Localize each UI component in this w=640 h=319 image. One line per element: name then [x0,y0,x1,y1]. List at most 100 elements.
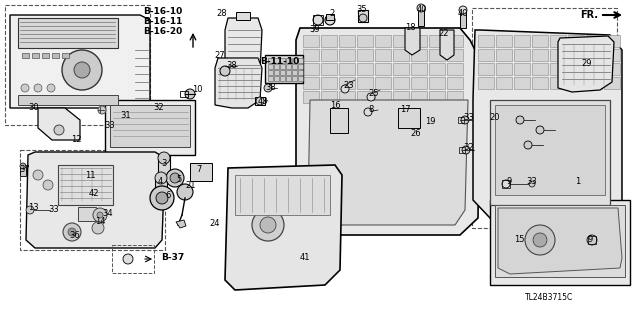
Bar [286,76,291,81]
Circle shape [63,223,81,241]
Bar [472,8,617,228]
Bar [321,63,337,75]
Text: 32: 32 [464,143,474,152]
Bar [321,77,337,89]
Text: 36: 36 [70,232,81,241]
Text: 32: 32 [154,103,164,113]
Bar [112,245,154,273]
Bar [298,76,303,81]
Text: 35: 35 [356,4,367,13]
Circle shape [525,225,555,255]
Bar [490,100,610,205]
Circle shape [587,235,597,245]
Text: 5: 5 [177,175,182,184]
Text: 6: 6 [165,190,171,199]
Text: 15: 15 [514,234,524,243]
Text: 14: 14 [95,218,105,226]
Circle shape [252,209,284,241]
Bar [357,91,373,103]
Bar [460,10,466,28]
Bar [478,77,494,89]
Bar [274,70,279,75]
Bar [20,166,26,176]
Bar [286,70,291,75]
Circle shape [158,152,170,164]
Circle shape [155,172,167,184]
Polygon shape [473,30,622,218]
Text: 1: 1 [575,176,580,186]
Circle shape [516,116,524,124]
Bar [393,35,409,47]
Bar [586,63,602,75]
Bar [280,76,285,81]
Circle shape [123,254,133,264]
Bar [298,58,303,63]
Bar [18,18,118,48]
Bar [459,147,465,153]
Bar [321,35,337,47]
Bar [375,49,391,61]
Bar [429,35,445,47]
Text: 43: 43 [258,97,268,106]
Bar [478,35,494,47]
Polygon shape [558,36,614,92]
Bar [550,63,566,75]
Text: 21: 21 [186,182,196,190]
Text: 30: 30 [29,103,39,113]
Circle shape [74,62,90,78]
Bar [265,55,303,83]
Bar [18,95,118,105]
Bar [586,35,602,47]
Text: 42: 42 [89,189,99,198]
Circle shape [264,84,272,92]
Text: 13: 13 [28,203,38,211]
Bar [303,35,319,47]
Text: 33: 33 [527,176,538,186]
Bar [190,163,212,181]
Bar [393,77,409,89]
Polygon shape [26,152,165,248]
Bar [375,35,391,47]
Bar [447,91,463,103]
Bar [321,49,337,61]
Bar [286,64,291,69]
Bar [339,91,355,103]
Bar [357,63,373,75]
Text: B-16-20: B-16-20 [143,27,182,36]
Bar [495,205,625,277]
Bar [568,49,584,61]
Bar [268,70,273,75]
Circle shape [341,85,349,93]
Bar [532,35,548,47]
Circle shape [459,6,467,14]
Text: 34: 34 [102,209,113,218]
Bar [550,49,566,61]
Bar [447,49,463,61]
Circle shape [220,66,230,76]
Circle shape [417,4,425,12]
Bar [604,35,620,47]
Bar [20,150,165,250]
Bar [496,49,512,61]
Bar [447,35,463,47]
Text: B-11-10: B-11-10 [260,56,300,65]
Circle shape [185,89,195,99]
Bar [429,77,445,89]
Bar [303,77,319,89]
Bar [458,117,464,123]
Bar [447,77,463,89]
Bar [411,35,427,47]
Bar [339,77,355,89]
Polygon shape [296,28,480,235]
Bar [286,58,291,63]
Bar [604,63,620,75]
Circle shape [359,14,367,22]
Text: TL24B3715C: TL24B3715C [525,293,573,301]
Bar [280,64,285,69]
Text: B-16-11: B-16-11 [143,18,182,26]
Text: 11: 11 [84,170,95,180]
Bar [303,63,319,75]
Bar [568,63,584,75]
Bar [268,58,273,63]
Polygon shape [38,108,80,140]
